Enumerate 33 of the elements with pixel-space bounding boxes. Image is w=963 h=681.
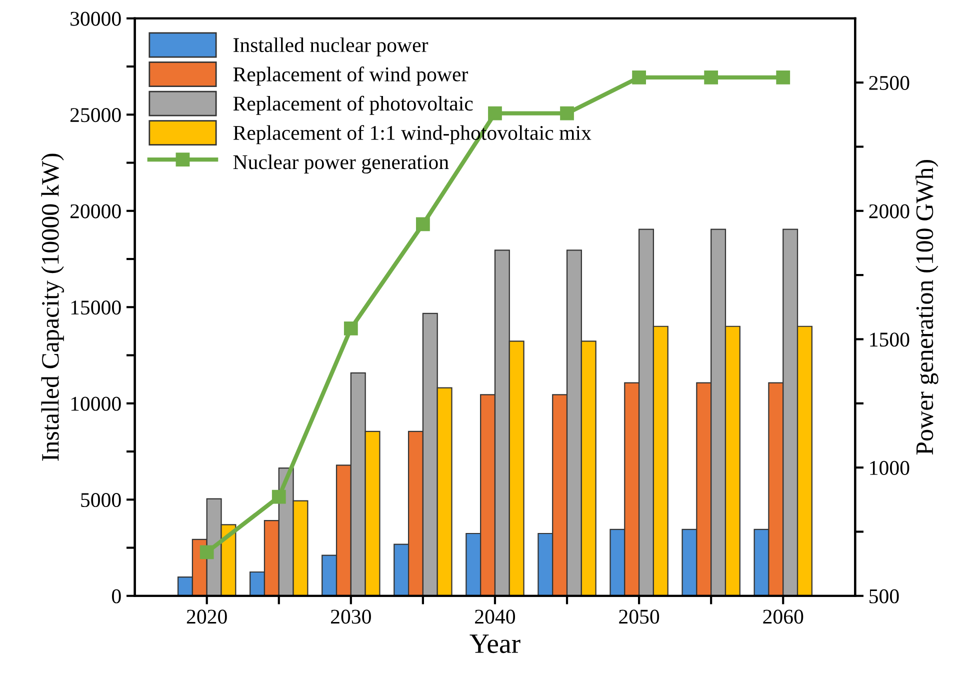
point — [704, 70, 718, 84]
x-axis-title: Year — [470, 634, 520, 654]
point — [632, 70, 646, 84]
y-tick-label: 15000 — [71, 300, 121, 315]
y-tick-label: 20000 — [70, 204, 121, 218]
point — [344, 321, 358, 336]
y-tick-label: 10000 — [71, 396, 121, 411]
point — [560, 106, 574, 120]
x-tick-label: 2040 — [475, 610, 516, 624]
y2-tick-label: 2500 — [869, 76, 910, 90]
y-tick-label: 5000 — [81, 493, 121, 508]
x-tick-label: 2060 — [763, 610, 804, 624]
point — [776, 70, 790, 84]
y-tick-label: 0 — [112, 589, 121, 604]
y2-tick-label: 500 — [870, 589, 899, 604]
y-tick-label: 25000 — [70, 108, 121, 122]
legend-label: Installed nuclear power — [233, 37, 428, 56]
point — [416, 217, 430, 232]
y2-tick-label: 1500 — [870, 332, 910, 347]
y2-axis-title: Power generation (100 GWh) — [916, 160, 938, 455]
y2-tick-label: 2000 — [869, 204, 910, 218]
x-tick-label: 2030 — [331, 610, 371, 624]
x-tick-label: 2020 — [186, 610, 227, 624]
y-tick-label: 30000 — [70, 12, 121, 26]
point — [272, 490, 286, 504]
legend-label: Nuclear power generation — [233, 154, 449, 174]
legend-label: Replacement of wind power — [233, 66, 468, 86]
point — [488, 106, 502, 120]
y-axis-title: Installed Capacity (10000 kW) — [41, 154, 64, 461]
point — [200, 545, 214, 560]
y2-tick-label: 1000 — [870, 460, 910, 475]
legend-label: Replacement of photovoltaic — [233, 96, 473, 115]
x-tick-label: 2050 — [619, 610, 660, 624]
